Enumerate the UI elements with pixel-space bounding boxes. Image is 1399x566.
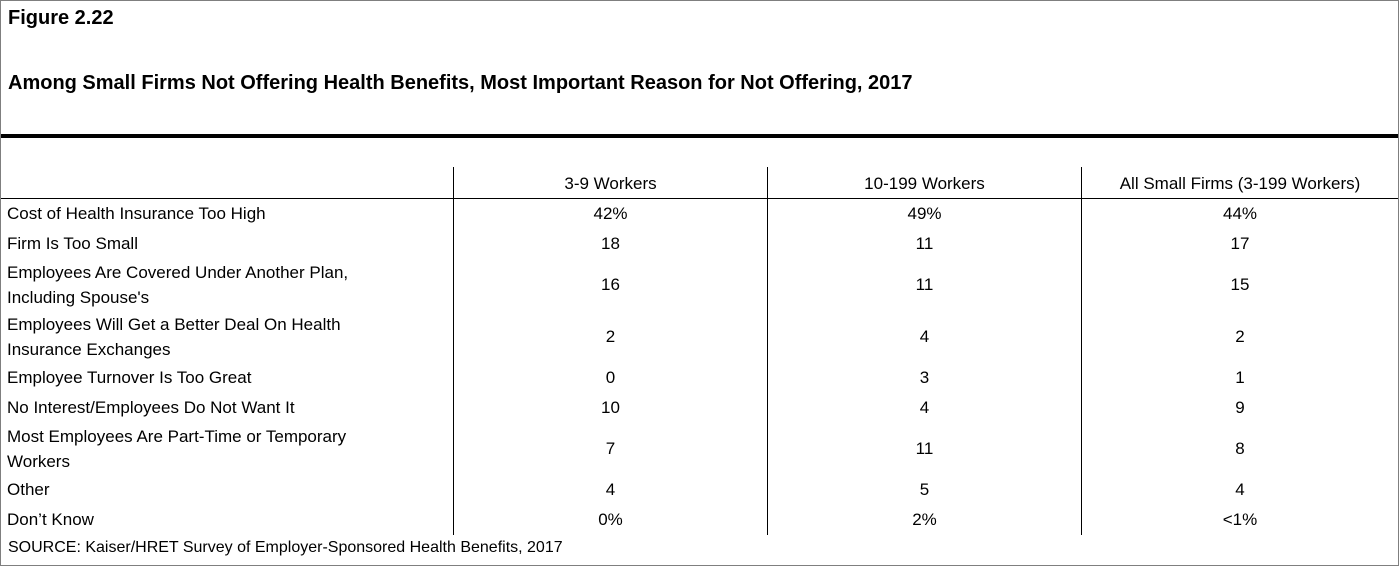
column-header-10-199: 10-199 Workers bbox=[864, 174, 985, 193]
cell-3-9: 0 bbox=[605, 368, 616, 387]
cell-all-small: 2 bbox=[1235, 327, 1245, 346]
table-row: Cost of Health Insurance Too High 42% 49… bbox=[1, 199, 1398, 229]
cell-10-199: 5 bbox=[919, 480, 930, 499]
column-header-3-9: 3-9 Workers bbox=[564, 174, 657, 193]
cell-all-small: 15 bbox=[1230, 275, 1250, 294]
column-header-all-small: All Small Firms (3-199 Workers) bbox=[1119, 174, 1361, 193]
cell-3-9: 2 bbox=[605, 327, 616, 346]
row-label-cell: Most Employees Are Part-Time or Temporar… bbox=[7, 423, 453, 475]
row-label: Other bbox=[7, 480, 50, 499]
table-row: Firm Is Too Small 18 11 17 bbox=[1, 229, 1398, 259]
column-divider bbox=[767, 167, 768, 535]
table-row: Other 4 5 4 bbox=[1, 475, 1398, 505]
reasons-table: 3-9 Workers 10-199 Workers All Small Fir… bbox=[1, 167, 1398, 535]
figure-title: Among Small Firms Not Offering Health Be… bbox=[8, 72, 913, 94]
cell-10-199: 11 bbox=[915, 275, 934, 294]
cell-10-199: 11 bbox=[915, 439, 934, 458]
row-label: Employee Turnover Is Too Great bbox=[7, 368, 252, 387]
table-row: No Interest/Employees Do Not Want It 10 … bbox=[1, 393, 1398, 423]
cell-10-199: 11 bbox=[915, 234, 934, 253]
cell-all-small: 44% bbox=[1222, 204, 1258, 223]
table-row: Most Employees Are Part-Time or Temporar… bbox=[1, 423, 1398, 475]
row-label: No Interest/Employees Do Not Want It bbox=[7, 398, 295, 417]
cell-all-small: 4 bbox=[1235, 480, 1245, 499]
row-label: Don’t Know bbox=[7, 510, 94, 529]
cell-10-199: 3 bbox=[919, 368, 930, 387]
table-header-row: 3-9 Workers 10-199 Workers All Small Fir… bbox=[1, 167, 1398, 199]
cell-10-199: 4 bbox=[919, 327, 930, 346]
cell-3-9: 16 bbox=[601, 275, 620, 294]
row-label: Firm Is Too Small bbox=[7, 234, 138, 253]
row-label-cell: Employees Will Get a Better Deal On Heal… bbox=[7, 311, 453, 363]
table-row: Employees Are Covered Under Another Plan… bbox=[1, 259, 1398, 311]
cell-all-small: 1 bbox=[1235, 368, 1245, 387]
cell-10-199: 2% bbox=[912, 510, 937, 529]
table-row: Don’t Know 0% 2% <1% bbox=[1, 505, 1398, 535]
cell-3-9: 10 bbox=[601, 398, 620, 417]
source-note: SOURCE: Kaiser/HRET Survey of Employer-S… bbox=[8, 539, 563, 556]
row-label: Most Employees Are Part-Time or Temporar… bbox=[7, 427, 347, 471]
cell-all-small: 17 bbox=[1230, 234, 1250, 253]
cell-all-small: 8 bbox=[1235, 439, 1245, 458]
row-label: Employees Will Get a Better Deal On Heal… bbox=[7, 315, 341, 359]
row-label: Cost of Health Insurance Too High bbox=[7, 204, 266, 223]
figure-label: Figure 2.22 bbox=[8, 7, 114, 29]
table-row: Employee Turnover Is Too Great 0 3 1 bbox=[1, 363, 1398, 393]
cell-3-9: 18 bbox=[601, 234, 620, 253]
cell-all-small: <1% bbox=[1222, 510, 1258, 529]
row-label-cell: Employees Are Covered Under Another Plan… bbox=[7, 259, 453, 311]
table-row: Employees Will Get a Better Deal On Heal… bbox=[1, 311, 1398, 363]
column-divider bbox=[1081, 167, 1082, 535]
cell-3-9: 0% bbox=[598, 510, 623, 529]
row-label: Employees Are Covered Under Another Plan… bbox=[7, 263, 349, 307]
cell-10-199: 4 bbox=[919, 398, 930, 417]
cell-3-9: 42% bbox=[593, 204, 628, 223]
title-divider bbox=[1, 134, 1398, 138]
column-divider bbox=[453, 167, 454, 535]
cell-3-9: 7 bbox=[605, 439, 616, 458]
cell-3-9: 4 bbox=[605, 480, 616, 499]
cell-10-199: 49% bbox=[907, 204, 942, 223]
cell-all-small: 9 bbox=[1235, 398, 1245, 417]
